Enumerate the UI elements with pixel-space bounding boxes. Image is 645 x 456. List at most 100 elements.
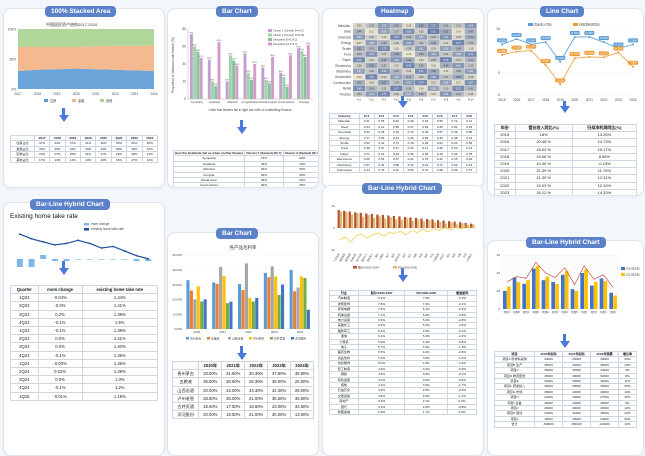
line-point: [77, 239, 80, 242]
bar-line-1-table-cell: 1.19%: [81, 391, 159, 401]
bar-line-2-table-cell: 1.7%: [404, 408, 449, 416]
grouped-bar-table-cell: 60%: [282, 155, 318, 162]
arrow-6-stem: [240, 346, 243, 354]
arrow-3-stem: [401, 96, 404, 102]
heatmap-cell: [452, 51, 465, 57]
bar-line-3-table-cell: 33000: [590, 405, 620, 412]
bar-line-2-table-cell: -0.3%: [447, 387, 477, 394]
bar-chart-2-table-cell: 42.00%: [221, 385, 246, 395]
y-tick-label: 40.00%: [173, 268, 183, 272]
bar-line-1-table-cell: -0.00%: [37, 358, 83, 369]
bar-8-0: [381, 215, 384, 228]
heatmap-cell-value: 0.62: [407, 83, 412, 85]
bar-line-3-table-row: 项目K 培训 34000 31000 38000 23%: [493, 410, 637, 417]
heatmap-cell-value: 0.46: [419, 54, 424, 56]
line-chart-table-cell: 2019: [494, 160, 516, 169]
bar-chart-2-table-cell: 21.00%: [244, 410, 269, 420]
bar-line-2-table-cell: -1.7%: [447, 381, 477, 389]
heatmap-cell-value: 0.71: [419, 71, 424, 73]
bar-9-0: [590, 285, 594, 309]
stacked-area-table-cell: 14%: [64, 156, 82, 164]
bar-chart-2-table-header-cell: 2024年: [290, 360, 314, 371]
stacked-area-table-row: 住房占比 37% 34% 37% 31% 30% 33% 31% 35%: [10, 140, 159, 147]
bar-value-label: 25%: [282, 75, 286, 77]
arrow-2-stem: [240, 120, 243, 128]
heatmap-cell: [452, 79, 465, 86]
bar-2-1: [241, 290, 245, 329]
bar-line-3-table-cell: 项目I 设备: [493, 399, 536, 407]
bar-chart-2-table-row: 贵州茅台 33.00% 31.50% 30.30% 37.90% 39.90%: [171, 369, 314, 379]
line-chart-table-cell: 2016: [494, 138, 516, 147]
bar-line-1-table-cell: 1.2%: [81, 383, 159, 393]
bar-7-1: [378, 216, 381, 228]
heatmap-table-cell: 0.28: [432, 167, 448, 174]
heatmap-cell-value: 0.15: [431, 66, 436, 68]
bar-line-1-title-pill: Bar-Line Hybrid Chart: [30, 199, 110, 210]
bar-line-2-table-cell: 计算机: [329, 338, 359, 346]
bar-line-2-table-cell: 钢铁: [329, 371, 359, 378]
heatmap-cell-value: 0.48: [394, 26, 399, 28]
heatmap-cell-value: 0.43: [382, 43, 387, 45]
heatmap-cell-value: 0.72: [456, 88, 461, 90]
bar-line-2-table-row: 银行 3.1% 2.6% -0.8%: [329, 403, 477, 410]
y-tick-label: 40: [497, 271, 501, 275]
x-tick-label: 2015: [498, 98, 505, 102]
bar-line-3-table-cell: 25%: [618, 383, 637, 390]
y-tick-label: 50%: [10, 58, 17, 62]
legend-swatch: [268, 33, 272, 37]
y-tick-label: 60: [182, 45, 186, 49]
bar-22-0: [459, 222, 462, 228]
heatmap-cell: [439, 40, 452, 46]
bar-3-3: [274, 276, 278, 329]
heatmap-table-header-cell: Industry: [329, 112, 360, 120]
heatmap-cell-value: 0.22: [382, 77, 387, 79]
bar-line-2-table-cell: 石油石化: [329, 387, 359, 394]
bar-line-3-table-cell: 项目K 培训: [493, 410, 536, 417]
line-chart-table-row: 2019 10.06 % -0.15%: [494, 160, 638, 169]
line-point: [18, 233, 21, 236]
heatmap-cell: [464, 28, 477, 35]
x-tick-label: 项目D: [532, 310, 539, 314]
heatmap-cell: [390, 45, 403, 52]
line-point: [573, 57, 576, 60]
bar-line-2-table-cell: -3.8%: [447, 338, 477, 346]
x-tick-label: Good wishes: [278, 100, 295, 104]
bar-3-0: [354, 212, 357, 228]
heatmap-col-label: Fc3: [382, 98, 387, 102]
heatmap-col-label: Fc10: [468, 98, 474, 102]
x-tick-label: 项目G: [561, 310, 568, 314]
heatmap-table-header-row: Industry Fc1 Fc2 Fc3 Fc4 Fc5 Fc6 Fc7 Fc8: [329, 112, 477, 120]
line-point: [632, 43, 634, 46]
legend-label: existing home take rate: [91, 227, 124, 231]
bar-value-label: 52%: [243, 52, 247, 54]
heatmap-cell: [464, 79, 477, 86]
bar-chart-2-table-row: 泸州老窖 28.80% 36.00% 21.00% 35.50% 35.50%: [171, 393, 314, 404]
x-tick-label: 2019: [557, 98, 564, 102]
x-tick-label: 国防军工: [366, 252, 374, 263]
line-chart-table-cell: 14.73%: [571, 138, 638, 147]
bar-value-label: 30%: [246, 71, 250, 73]
bar-line-3-table-cell: 项目D 物流配送: [493, 372, 536, 380]
bar-line-3-table-cell: 24000: [590, 415, 620, 423]
heatmap-cell-value: 0.54: [369, 66, 374, 68]
bar-line-2-table-cell: 汽车制造: [329, 295, 359, 302]
arrow-1-icon: [59, 115, 69, 122]
heatmap-cell-value: 0.41: [369, 48, 374, 50]
bar-3-0: [263, 272, 267, 329]
heatmap-cell: [464, 62, 477, 69]
bar-3-1: [267, 277, 271, 329]
stacked-area-table-row: 金融占比 34% 35% 34% 34% 34% 36% 36% 32%: [10, 145, 159, 153]
bar-1-1: [516, 282, 521, 309]
heatmap-cell: [427, 57, 440, 63]
heatmap-cell-value: 0.15: [394, 48, 399, 50]
heatmap-cell-value: 0.38: [357, 54, 362, 56]
bar-value-label: 48%: [270, 55, 274, 57]
y-tick-label: 0.00%: [174, 327, 182, 331]
bar-line-3-table-row: 项目H 22000 20000 27000 35%: [493, 394, 637, 401]
bar-22-1: [461, 223, 464, 228]
heatmap-cell-value: 0.44: [357, 31, 362, 33]
x-tick-label: 项目K: [600, 310, 607, 314]
bar-line-1-table-cell: 3Q23: [10, 342, 39, 352]
heatmap-cell: [353, 40, 366, 46]
y-tick-label: -10: [331, 248, 336, 252]
